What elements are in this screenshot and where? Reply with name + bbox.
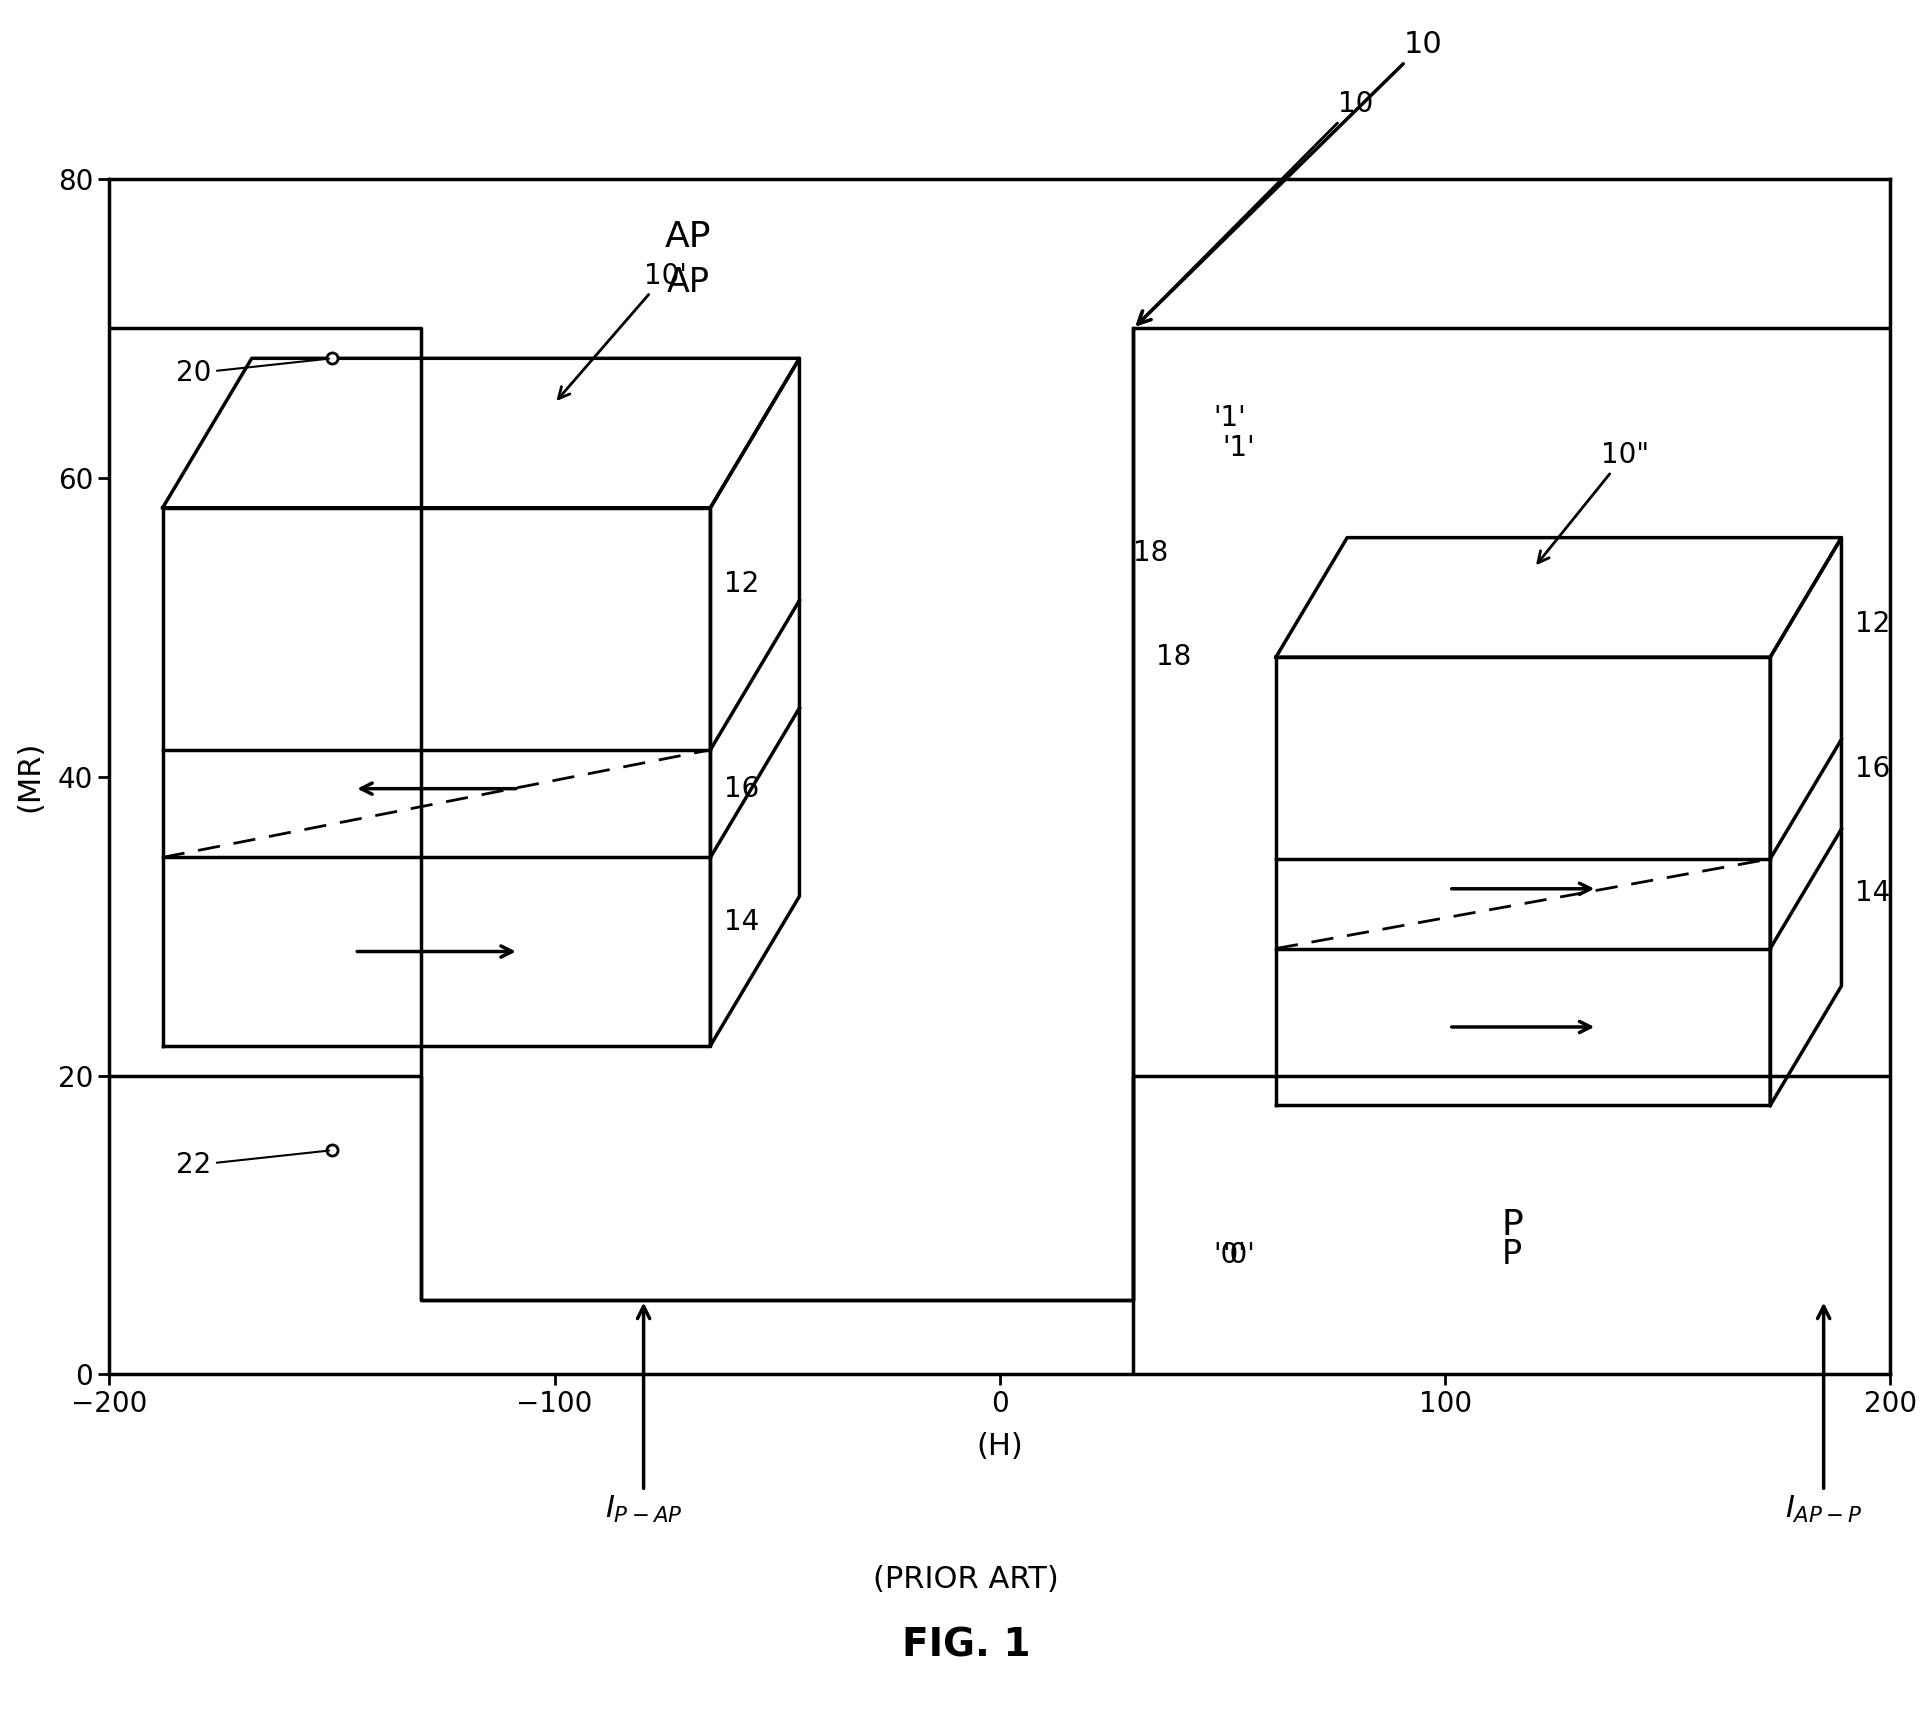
Text: P: P [1501, 1208, 1522, 1243]
Text: 22: 22 [176, 1151, 328, 1179]
Text: 10: 10 [1138, 29, 1443, 324]
Text: $I_{AP-P}$: $I_{AP-P}$ [1785, 1307, 1862, 1526]
Text: 12: 12 [1855, 609, 1889, 637]
Text: 16: 16 [1855, 756, 1889, 784]
Text: '0': '0' [1213, 1241, 1246, 1269]
Text: (PRIOR ART): (PRIOR ART) [873, 1565, 1059, 1593]
Text: 10": 10" [1538, 440, 1650, 563]
Text: 14: 14 [1855, 879, 1889, 906]
Text: P: P [1501, 1238, 1522, 1272]
Text: 18: 18 [1134, 539, 1169, 566]
Text: 10: 10 [1138, 90, 1374, 324]
Text: '1': '1' [1223, 433, 1256, 463]
Text: AP: AP [667, 266, 709, 299]
Text: '0': '0' [1223, 1241, 1256, 1269]
Text: AP: AP [665, 219, 711, 254]
Text: 20: 20 [176, 359, 328, 387]
Text: 14: 14 [724, 908, 759, 935]
Text: FIG. 1: FIG. 1 [902, 1628, 1030, 1666]
Text: $I_{P-AP}$: $I_{P-AP}$ [605, 1307, 682, 1526]
Y-axis label: (MR): (MR) [15, 740, 44, 813]
Text: 18: 18 [1155, 644, 1190, 671]
Text: '1': '1' [1213, 404, 1246, 432]
X-axis label: (H): (H) [976, 1433, 1024, 1462]
Text: 16: 16 [724, 775, 759, 803]
Text: 12: 12 [724, 570, 759, 597]
Text: 10': 10' [558, 262, 686, 399]
